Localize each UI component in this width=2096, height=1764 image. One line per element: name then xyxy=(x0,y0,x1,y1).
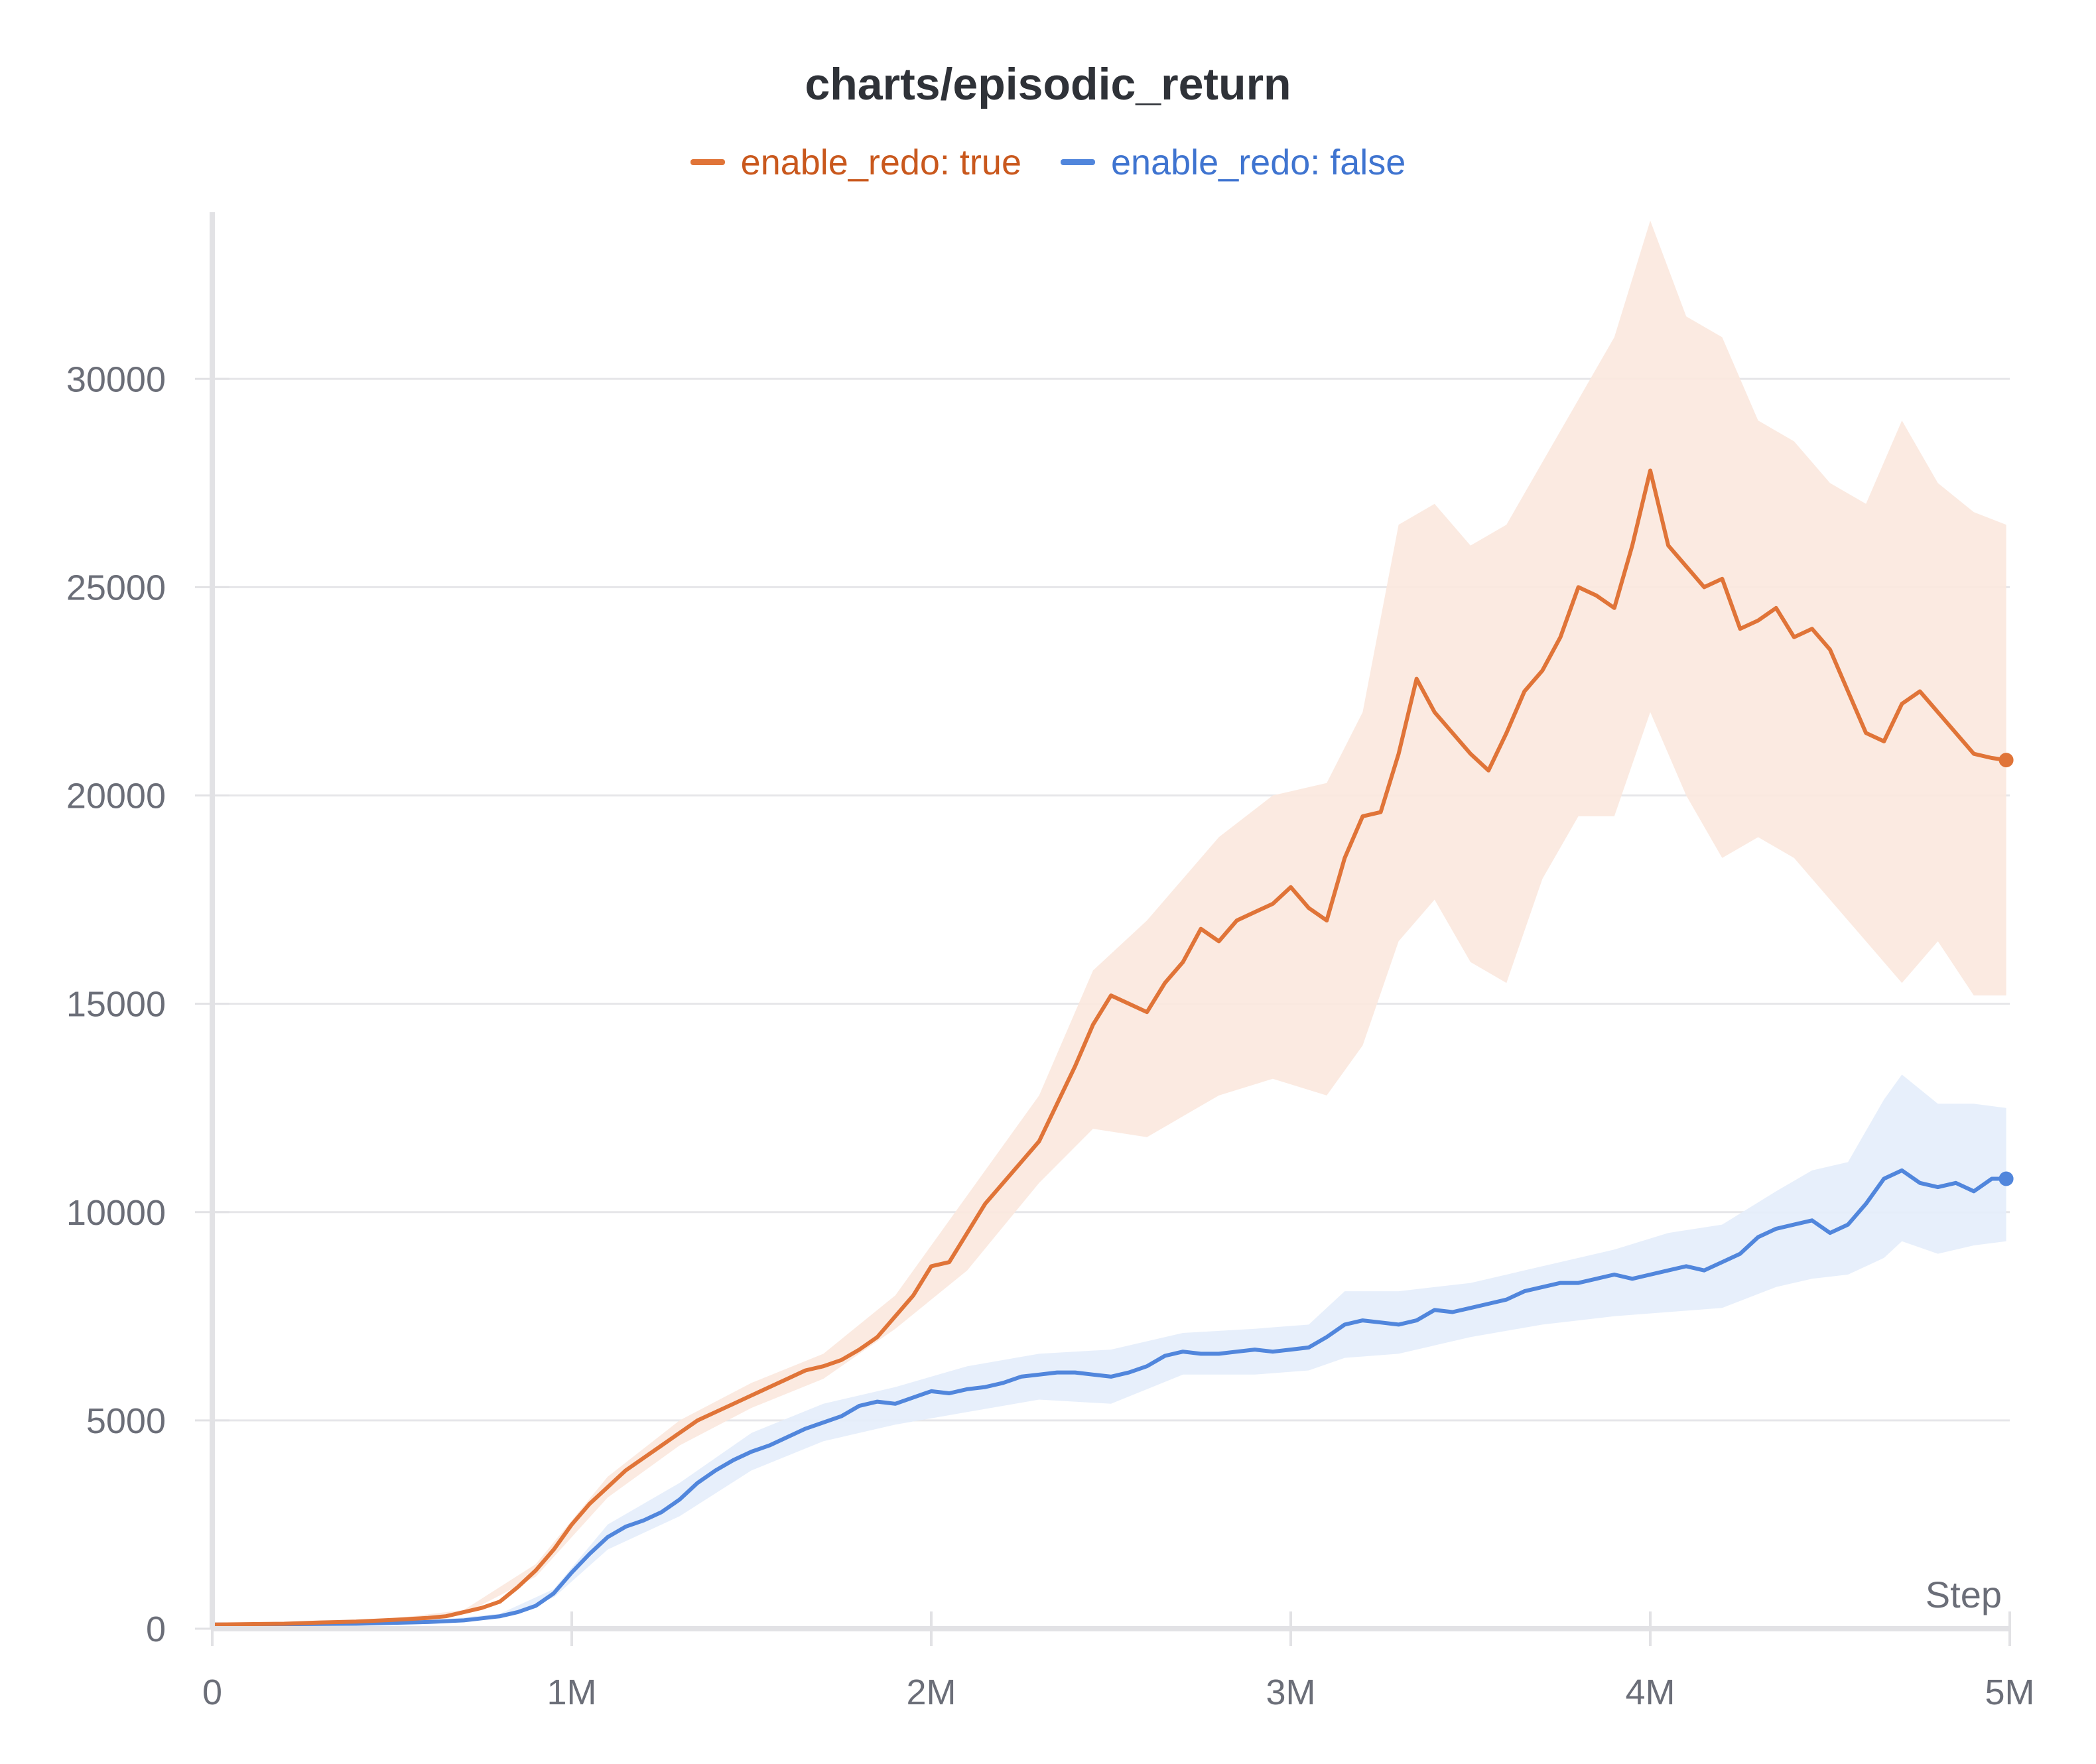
legend: enable_redo: true enable_redo: false xyxy=(0,133,2096,183)
confidence-band-redo-false xyxy=(212,1074,2006,1625)
legend-swatch-redo-true xyxy=(690,159,725,165)
y-tick-label: 30000 xyxy=(66,359,166,399)
series-line-redo-true xyxy=(210,468,2008,1627)
y-tick-label: 20000 xyxy=(66,777,166,816)
axes xyxy=(195,212,2011,1646)
legend-swatch-redo-false xyxy=(1061,159,1095,165)
y-tick-label: 10000 xyxy=(66,1193,166,1233)
confidence-band-redo-true xyxy=(212,220,2006,1625)
chart-title: charts/episodic_return xyxy=(805,59,1291,109)
legend-item-redo-true[interactable]: enable_redo: true xyxy=(690,142,1021,183)
x-tick-label: 5M xyxy=(1985,1672,2034,1712)
legend-item-redo-false[interactable]: enable_redo: false xyxy=(1061,142,1406,183)
legend-label-redo-true: enable_redo: true xyxy=(740,142,1021,182)
tick-labels: 0 5000 10000 15000 20000 25000 30000 0 1M 2M 3M 4M 5… xyxy=(66,359,2035,1712)
x-tick-label: 1M xyxy=(547,1672,596,1712)
series-end-marker-redo-false xyxy=(1998,1171,2014,1186)
y-tick-label: 15000 xyxy=(66,985,166,1025)
y-tick-label: 25000 xyxy=(66,568,166,607)
x-tick-label: 0 xyxy=(202,1672,222,1712)
x-tick-label: 2M xyxy=(906,1672,956,1712)
y-tick-label: 0 xyxy=(146,1609,166,1649)
confidence-bands xyxy=(212,220,2006,1625)
x-tick-label: 3M xyxy=(1266,1672,1315,1712)
y-tick-label: 5000 xyxy=(86,1401,166,1441)
series-end-marker-redo-true xyxy=(1998,753,2014,768)
series-lines xyxy=(210,468,2014,1627)
legend-label-redo-false: enable_redo: false xyxy=(1111,142,1406,182)
x-axis-label: Step xyxy=(1926,1574,2002,1615)
x-tick-label: 4M xyxy=(1625,1672,1675,1712)
series-line-redo-false xyxy=(210,1168,2008,1627)
